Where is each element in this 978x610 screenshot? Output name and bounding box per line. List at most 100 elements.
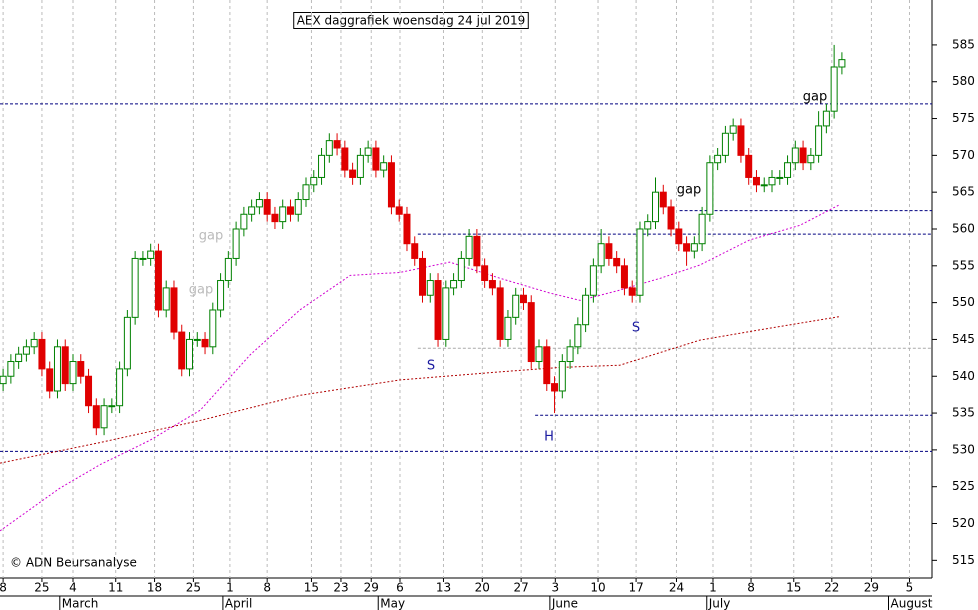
annotation: S (427, 359, 435, 374)
y-tick-label: 520 (952, 516, 975, 530)
candle-body (457, 257, 465, 282)
candle-body (419, 257, 427, 296)
x-tick-label: 25 (34, 581, 49, 595)
candle-body (605, 243, 613, 259)
candle-body (162, 287, 170, 311)
y-tick-label: 585 (952, 37, 975, 51)
candle-body (667, 206, 675, 230)
annotation: H (544, 430, 554, 445)
candle-body (411, 243, 419, 259)
candle-body (551, 383, 559, 392)
moving-average (0, 316, 840, 464)
candle-body (597, 243, 605, 267)
candle-body (387, 162, 395, 208)
candle-body (38, 338, 46, 370)
candle-body (675, 228, 683, 245)
candle-body (784, 162, 792, 178)
candle-body (224, 257, 232, 282)
candle-body (139, 257, 147, 260)
candle-body (263, 199, 271, 215)
candle-body (178, 331, 186, 370)
month-label: April (225, 597, 252, 610)
candle-body (53, 346, 61, 392)
y-tick-label: 515 (952, 553, 975, 567)
candle-body (535, 346, 543, 363)
x-tick-label: 8 (0, 581, 7, 595)
candle-body (147, 250, 155, 259)
annotation: gap (199, 229, 223, 244)
month-label: July (708, 597, 731, 610)
candle-body (465, 235, 473, 259)
x-tick-label: 6 (396, 581, 404, 595)
candle-body (255, 199, 263, 208)
candle-body (131, 257, 139, 318)
candle-body (745, 154, 753, 178)
candle-body (729, 125, 737, 134)
candle-body (310, 176, 318, 186)
candle-body (395, 206, 403, 215)
x-tick-label: 17 (628, 581, 643, 595)
x-tick-label: 10 (590, 581, 605, 595)
candle-body (636, 228, 644, 296)
candle-body (582, 294, 590, 326)
candle-body (574, 324, 582, 348)
candle-body (628, 287, 636, 296)
candle-body (372, 147, 380, 171)
annotation: gap (803, 90, 827, 105)
candle-body (776, 176, 784, 179)
candle-body (450, 280, 458, 289)
x-tick-label: 15 (304, 581, 319, 595)
candle-body (589, 265, 597, 296)
candle-body (698, 213, 706, 245)
candle-body (706, 162, 714, 215)
title-box (293, 12, 529, 29)
candle-body (201, 338, 209, 348)
x-tick-label: 1 (709, 581, 717, 595)
candle-body (286, 206, 294, 215)
candle-body (566, 346, 574, 363)
candle-body (442, 287, 450, 340)
candle-body (690, 243, 698, 252)
candle-body (473, 235, 481, 267)
y-tick-label: 545 (952, 332, 975, 346)
candle-body (232, 228, 240, 259)
annotation: gap (677, 183, 701, 198)
candle-body (333, 140, 341, 149)
candle-body (22, 346, 30, 355)
y-tick-label: 540 (952, 369, 975, 383)
moving-average (0, 204, 840, 532)
candle-body (815, 125, 823, 156)
month-label: August (891, 597, 933, 610)
month-label: June (551, 597, 578, 610)
candle-body (519, 294, 527, 304)
candle-body (807, 154, 815, 164)
candle-body (271, 213, 279, 223)
y-tick-label: 555 (952, 258, 975, 272)
candle-body (403, 213, 411, 245)
candle-body (799, 147, 807, 164)
candle-body (838, 59, 846, 68)
candle-body (170, 287, 178, 333)
candle-body (620, 265, 628, 289)
candle-body (527, 302, 535, 363)
candle-body (830, 66, 838, 112)
candle-body (248, 206, 256, 215)
candle-body (791, 147, 799, 164)
source: © ADN Beursanalyse (10, 556, 137, 570)
candle-body (77, 361, 85, 377)
annotation: gap (189, 283, 213, 298)
x-tick-label: 8 (747, 581, 755, 595)
candle-body (356, 154, 364, 178)
x-tick-label: 11 (108, 581, 123, 595)
candle-body (349, 169, 357, 178)
candle-body (217, 280, 225, 311)
x-tick-label: 20 (475, 581, 490, 595)
candle-body (46, 368, 54, 392)
x-tick-label: 23 (333, 581, 348, 595)
candle-body (7, 361, 15, 377)
candle-body (341, 147, 349, 171)
candle-body (325, 140, 333, 156)
y-tick-label: 575 (952, 111, 975, 125)
